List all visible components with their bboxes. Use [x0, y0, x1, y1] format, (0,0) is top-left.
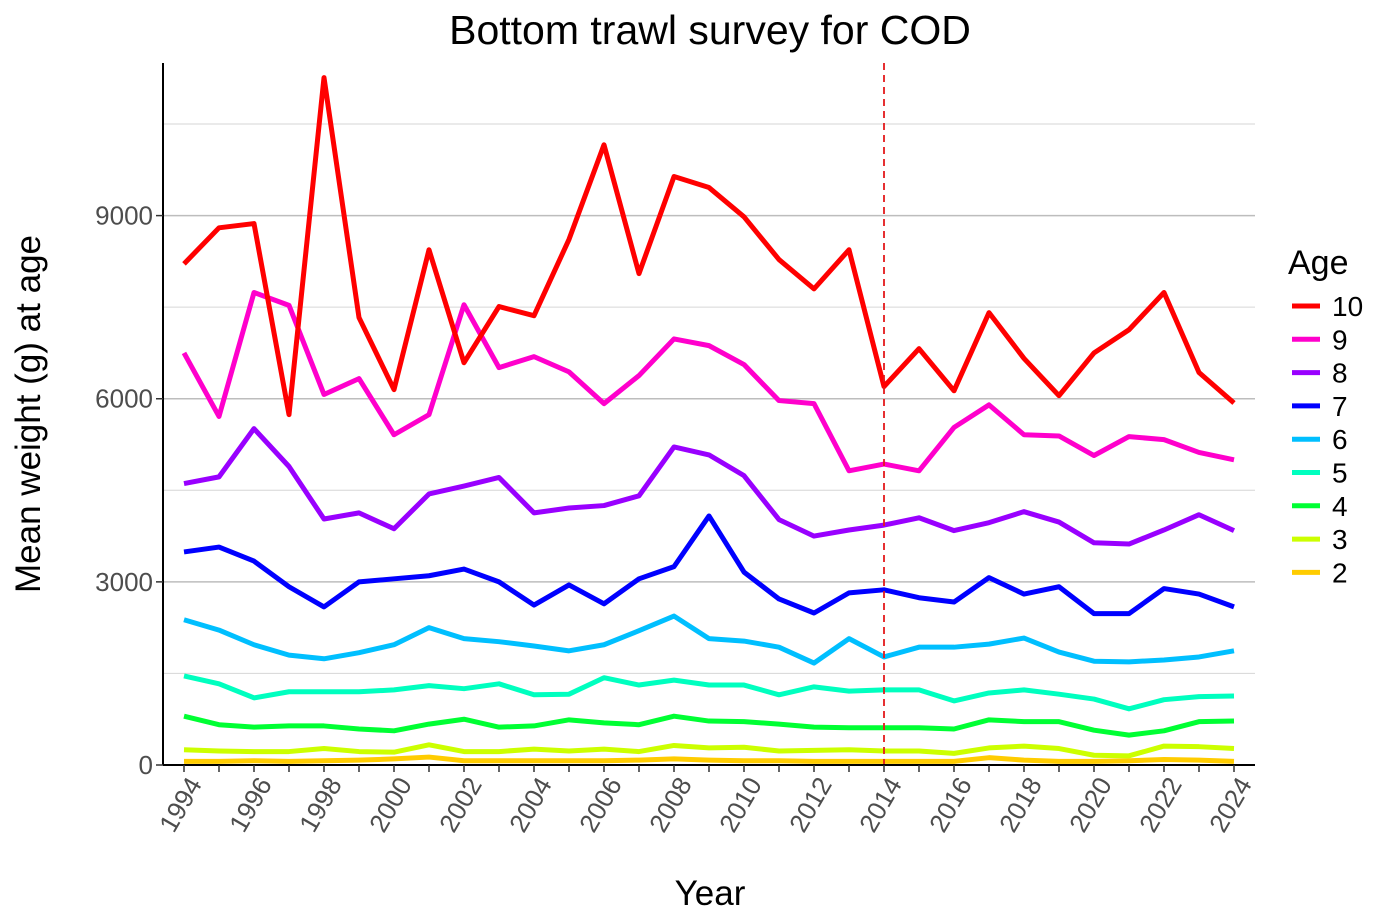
x-tick-label: 2024: [1203, 772, 1258, 837]
grid: [163, 123, 1255, 766]
x-tick-label: 2014: [853, 772, 908, 837]
series-line-age-8: [183, 426, 1236, 547]
legend-label-age-3: 3: [1332, 524, 1348, 555]
y-tick-label: 3000: [95, 567, 153, 597]
x-tick-label: 2018: [993, 772, 1048, 837]
series-lines: [181, 63, 1236, 765]
x-tick-label: 2000: [363, 772, 418, 837]
series-line-age-3: [183, 742, 1235, 759]
x-tick-label: 2004: [503, 772, 558, 837]
series-line-age-5: [183, 673, 1235, 712]
x-tick-label: 2016: [923, 772, 978, 837]
x-tick-label: 1998: [293, 772, 348, 837]
legend-label-age-9: 9: [1332, 324, 1348, 355]
legend-label-age-7: 7: [1332, 391, 1348, 422]
y-tick-label: 6000: [95, 384, 153, 414]
x-tick-label: 2020: [1063, 772, 1118, 837]
x-tick-label: 2012: [783, 772, 838, 837]
series-line-age-10: [182, 75, 1236, 418]
x-tick-label: 1996: [223, 772, 278, 837]
legend-label-age-5: 5: [1332, 458, 1348, 489]
x-tick-label: 2008: [643, 772, 698, 837]
x-tick-label: 2022: [1133, 772, 1188, 837]
series-line-age-7: [183, 513, 1235, 617]
y-tick-label: 9000: [95, 201, 153, 231]
series-line-age-6: [183, 613, 1235, 666]
legend-label-age-10: 10: [1332, 291, 1363, 322]
series-line-age-9: [181, 290, 1235, 474]
x-tick-label: 2006: [573, 772, 628, 837]
series-line-age-2: [184, 754, 1235, 764]
x-tick-label: 1994: [153, 772, 208, 837]
series-line-age-4: [183, 713, 1235, 738]
legend-title: Age: [1288, 244, 1349, 282]
legend-label-age-6: 6: [1332, 424, 1348, 455]
x-tick-label: 2010: [713, 772, 768, 837]
x-axis-label: Year: [675, 874, 746, 913]
legend-label-age-8: 8: [1332, 358, 1348, 389]
y-axis-label: Mean weight (g) at age: [9, 235, 48, 593]
chart-title: Bottom trawl survey for COD: [449, 7, 971, 53]
x-tick-label: 2002: [433, 772, 488, 837]
legend-label-age-4: 4: [1332, 491, 1348, 522]
legend-label-age-2: 2: [1332, 557, 1348, 588]
y-tick-label: 0: [139, 750, 153, 780]
